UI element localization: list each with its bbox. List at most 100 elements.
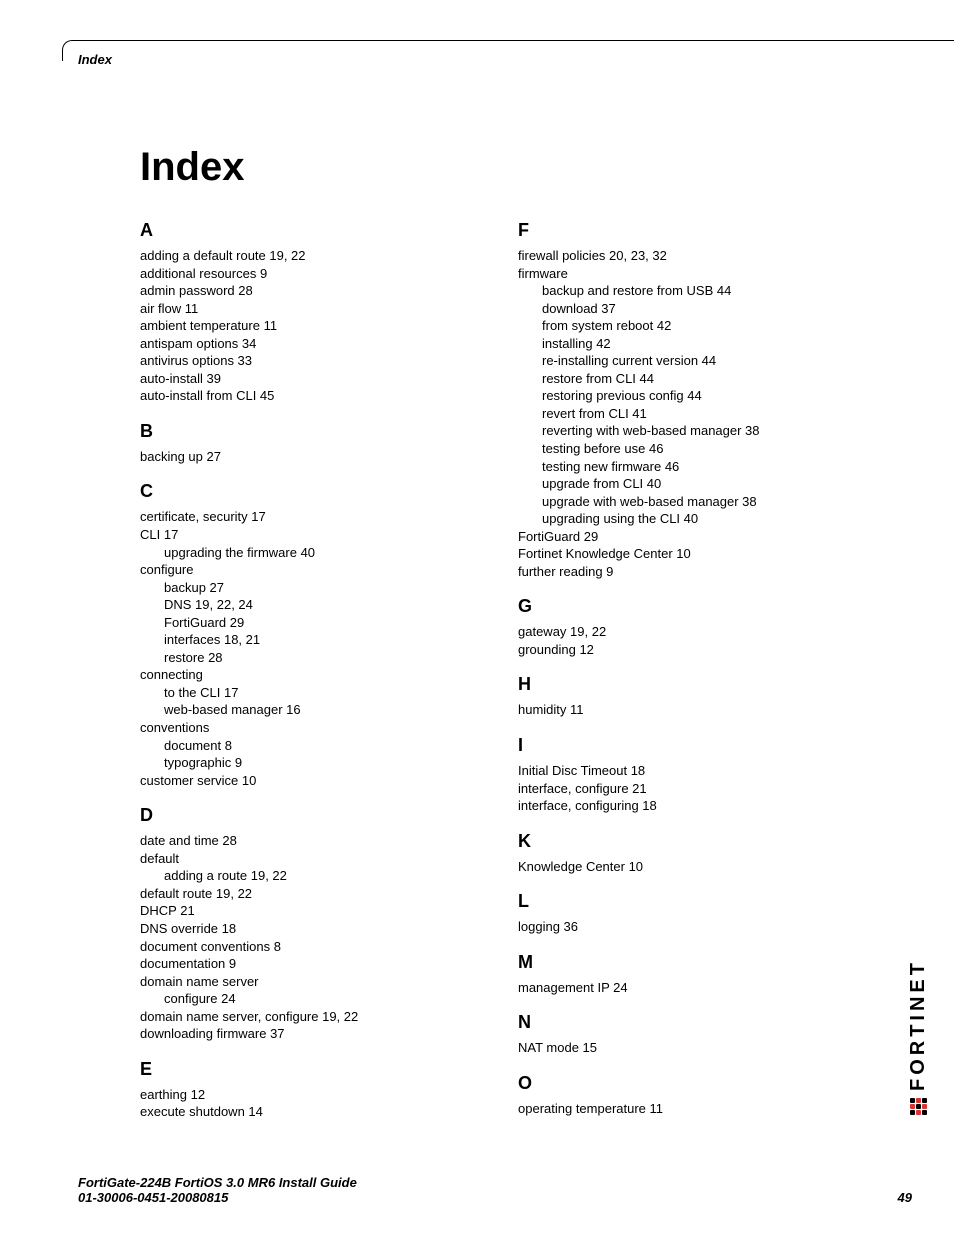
index-entry[interactable]: FortiGuard 29 xyxy=(518,528,860,546)
index-entry[interactable]: download 37 xyxy=(542,300,860,318)
index-letter: K xyxy=(518,831,860,852)
index-entry[interactable]: re-installing current version 44 xyxy=(542,352,860,370)
index-entry[interactable]: Fortinet Knowledge Center 10 xyxy=(518,545,860,563)
footer: FortiGate-224B FortiOS 3.0 MR6 Install G… xyxy=(78,1175,912,1205)
index-entry[interactable]: restoring previous config 44 xyxy=(542,387,860,405)
index-entry[interactable]: antivirus options 33 xyxy=(140,352,482,370)
index-entry[interactable]: adding a route 19, 22 xyxy=(164,867,482,885)
index-entry[interactable]: grounding 12 xyxy=(518,641,860,659)
index-section: Eearthing 12execute shutdown 14 xyxy=(140,1059,482,1121)
index-letter: M xyxy=(518,952,860,973)
footer-line2: 01-30006-0451-20080815 xyxy=(78,1190,357,1205)
index-entries: logging 36 xyxy=(518,918,860,936)
index-entry[interactable]: admin password 28 xyxy=(140,282,482,300)
index-entry[interactable]: downloading firmware 37 xyxy=(140,1025,482,1043)
index-entry[interactable]: operating temperature 11 xyxy=(518,1100,860,1118)
index-entry[interactable]: upgrade from CLI 40 xyxy=(542,475,860,493)
index-letter: E xyxy=(140,1059,482,1080)
index-entry[interactable]: air flow 11 xyxy=(140,300,482,318)
index-entry[interactable]: antispam options 34 xyxy=(140,335,482,353)
index-entry[interactable]: typographic 9 xyxy=(164,754,482,772)
index-entry[interactable]: default xyxy=(140,850,482,868)
index-entry[interactable]: DHCP 21 xyxy=(140,902,482,920)
index-entry[interactable]: documentation 9 xyxy=(140,955,482,973)
page-title: Index xyxy=(140,145,860,190)
index-entry[interactable]: restore from CLI 44 xyxy=(542,370,860,388)
index-entry[interactable]: FortiGuard 29 xyxy=(164,614,482,632)
index-entry[interactable]: default route 19, 22 xyxy=(140,885,482,903)
index-entry[interactable]: restore 28 xyxy=(164,649,482,667)
index-entry[interactable]: backup 27 xyxy=(164,579,482,597)
index-entry[interactable]: date and time 28 xyxy=(140,832,482,850)
index-entry[interactable]: firmware xyxy=(518,265,860,283)
index-entries: gateway 19, 22grounding 12 xyxy=(518,623,860,658)
index-entry[interactable]: conventions xyxy=(140,719,482,737)
brand-logo: FORTINET xyxy=(907,959,930,1115)
index-section: Ggateway 19, 22grounding 12 xyxy=(518,596,860,658)
index-columns: Aadding a default route 19, 22additional… xyxy=(140,220,860,1135)
index-entry[interactable]: execute shutdown 14 xyxy=(140,1103,482,1121)
index-entry[interactable]: management IP 24 xyxy=(518,979,860,997)
index-entry[interactable]: web-based manager 16 xyxy=(164,701,482,719)
index-entry[interactable]: customer service 10 xyxy=(140,772,482,790)
index-entry[interactable]: connecting xyxy=(140,666,482,684)
index-entries: humidity 11 xyxy=(518,701,860,719)
index-entry[interactable]: further reading 9 xyxy=(518,563,860,581)
index-entry[interactable]: Initial Disc Timeout 18 xyxy=(518,762,860,780)
index-section: Ddate and time 28defaultadding a route 1… xyxy=(140,805,482,1043)
index-entry[interactable]: interfaces 18, 21 xyxy=(164,631,482,649)
index-entry[interactable]: domain name server, configure 19, 22 xyxy=(140,1008,482,1026)
index-entry[interactable]: reverting with web-based manager 38 xyxy=(542,422,860,440)
index-entry[interactable]: humidity 11 xyxy=(518,701,860,719)
footer-line1: FortiGate-224B FortiOS 3.0 MR6 Install G… xyxy=(78,1175,357,1190)
index-entry[interactable]: revert from CLI 41 xyxy=(542,405,860,423)
index-entry[interactable]: earthing 12 xyxy=(140,1086,482,1104)
index-entry[interactable]: upgrading using the CLI 40 xyxy=(542,510,860,528)
index-entry[interactable]: backup and restore from USB 44 xyxy=(542,282,860,300)
header-label: Index xyxy=(78,52,112,67)
index-entry[interactable]: upgrading the firmware 40 xyxy=(164,544,482,562)
index-entry[interactable]: interface, configuring 18 xyxy=(518,797,860,815)
index-section: IInitial Disc Timeout 18interface, confi… xyxy=(518,735,860,815)
index-entry[interactable]: to the CLI 17 xyxy=(164,684,482,702)
index-entry[interactable]: from system reboot 42 xyxy=(542,317,860,335)
index-entry[interactable]: DNS override 18 xyxy=(140,920,482,938)
index-section: N NAT mode 15 xyxy=(518,1012,860,1057)
index-entry[interactable]: document 8 xyxy=(164,737,482,755)
index-entry[interactable]: firewall policies 20, 23, 32 xyxy=(518,247,860,265)
index-entry[interactable]: interface, configure 21 xyxy=(518,780,860,798)
index-entry[interactable]: certificate, security 17 xyxy=(140,508,482,526)
index-entry[interactable]: configure 24 xyxy=(164,990,482,1008)
index-entries: Initial Disc Timeout 18interface, config… xyxy=(518,762,860,815)
index-entry[interactable]: adding a default route 19, 22 xyxy=(140,247,482,265)
index-entry[interactable]: domain name server xyxy=(140,973,482,991)
index-letter: C xyxy=(140,481,482,502)
index-section: Ooperating temperature 11 xyxy=(518,1073,860,1118)
index-entry[interactable]: logging 36 xyxy=(518,918,860,936)
index-entry[interactable]: additional resources 9 xyxy=(140,265,482,283)
index-entry[interactable]: auto-install from CLI 45 xyxy=(140,387,482,405)
index-entry[interactable]: testing before use 46 xyxy=(542,440,860,458)
index-letter: F xyxy=(518,220,860,241)
index-letter: I xyxy=(518,735,860,756)
index-letter: N xyxy=(518,1012,860,1033)
index-entries: Knowledge Center 10 xyxy=(518,858,860,876)
index-entry[interactable]: backing up 27 xyxy=(140,448,482,466)
index-entries: backing up 27 xyxy=(140,448,482,466)
index-entry[interactable]: gateway 19, 22 xyxy=(518,623,860,641)
index-entry[interactable]: CLI 17 xyxy=(140,526,482,544)
index-section: K Knowledge Center 10 xyxy=(518,831,860,876)
index-letter: D xyxy=(140,805,482,826)
index-entry[interactable]: DNS 19, 22, 24 xyxy=(164,596,482,614)
content: Index Aadding a default route 19, 22addi… xyxy=(140,145,860,1135)
index-entry[interactable]: installing 42 xyxy=(542,335,860,353)
index-entry[interactable]: auto-install 39 xyxy=(140,370,482,388)
index-entry[interactable]: ambient temperature 11 xyxy=(140,317,482,335)
index-entry[interactable]: document conventions 8 xyxy=(140,938,482,956)
index-entry[interactable]: upgrade with web-based manager 38 xyxy=(542,493,860,511)
index-section: Aadding a default route 19, 22additional… xyxy=(140,220,482,405)
index-entry[interactable]: Knowledge Center 10 xyxy=(518,858,860,876)
index-entry[interactable]: testing new firmware 46 xyxy=(542,458,860,476)
index-entry[interactable]: NAT mode 15 xyxy=(518,1039,860,1057)
index-entry[interactable]: configure xyxy=(140,561,482,579)
